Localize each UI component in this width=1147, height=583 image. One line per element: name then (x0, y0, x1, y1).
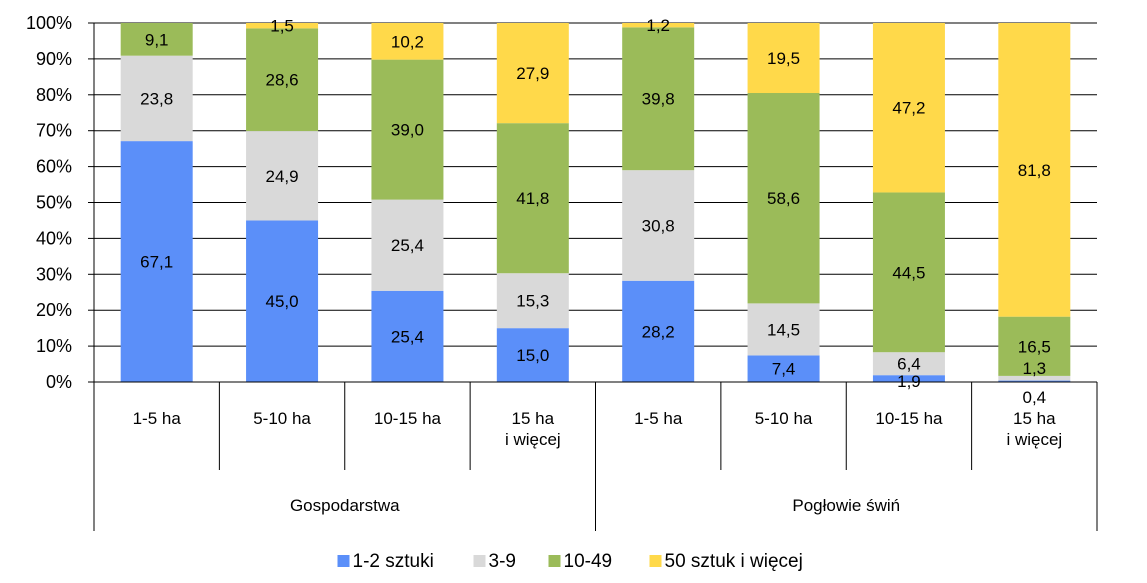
data-label: 14,5 (767, 320, 800, 339)
y-tick-label: 70% (36, 121, 72, 141)
legend-label: 3-9 (489, 551, 516, 572)
x-category-label: 10-15 ha (875, 409, 943, 428)
y-tick-label: 10% (36, 336, 72, 356)
x-group-label: Gospodarstwa (290, 496, 400, 515)
bar-segment (120, 55, 193, 142)
data-label: 1,3 (1022, 359, 1046, 378)
bar-segment (998, 316, 1071, 376)
bar-segment (371, 59, 444, 200)
data-label: 30,8 (642, 216, 675, 235)
bar-segment (496, 23, 569, 124)
data-label: 39,8 (642, 90, 675, 109)
x-category-label: i więcej (505, 430, 561, 449)
x-category-label: 15 ha (1013, 409, 1056, 428)
x-group-label: Pogłowie świń (792, 496, 900, 515)
data-label: 23,8 (140, 89, 173, 108)
data-label: 39,0 (391, 121, 424, 140)
data-label: 28,2 (642, 322, 675, 341)
x-category-label: 1-5 ha (133, 409, 182, 428)
bar-segment (371, 290, 444, 382)
x-category-label: 10-15 ha (374, 409, 442, 428)
data-label: 25,4 (391, 327, 424, 346)
bar-segment (496, 273, 569, 329)
bar-segment (496, 123, 569, 274)
legend-label: 50 sztuk i więcej (665, 551, 803, 572)
bar-segment (496, 328, 569, 382)
legend-swatch (548, 555, 561, 567)
bar-segment (747, 355, 820, 382)
bar-segment (872, 352, 945, 376)
y-tick-label: 80% (36, 85, 72, 105)
data-label: 7,4 (772, 360, 796, 379)
bar-segment (747, 23, 820, 94)
data-label: 15,3 (516, 292, 549, 311)
data-label: 10,2 (391, 32, 424, 51)
x-category-label: i więcej (1006, 430, 1062, 449)
data-label: 25,4 (391, 236, 424, 255)
legend-label: 10-49 (564, 551, 613, 572)
x-category-label: 5-10 ha (755, 409, 813, 428)
bar-segment (998, 375, 1071, 381)
bar-segment (371, 23, 444, 60)
data-label: 1,5 (270, 17, 294, 36)
bar-segment (872, 375, 945, 382)
bar-segment (120, 23, 193, 56)
data-label: 27,9 (516, 64, 549, 83)
bar-segment (622, 27, 695, 171)
y-tick-label: 20% (36, 300, 72, 320)
data-label: 58,6 (767, 189, 800, 208)
data-label: 81,8 (1018, 161, 1051, 180)
data-label: 67,1 (140, 253, 173, 272)
data-label: 44,5 (892, 263, 925, 282)
bar-segment (998, 380, 1071, 382)
data-label: 28,6 (266, 71, 299, 90)
bar-segment (622, 280, 695, 382)
data-label: 47,2 (892, 99, 925, 118)
bar-segment (622, 23, 695, 28)
y-tick-label: 100% (26, 13, 72, 33)
bar-segment (747, 303, 820, 356)
y-tick-label: 0% (46, 372, 72, 392)
bar-segment (120, 141, 193, 382)
data-label: 15,0 (516, 346, 549, 365)
legend-swatch (473, 555, 486, 567)
legend-swatch (337, 555, 350, 567)
legend-label: 1-2 sztuki (353, 551, 434, 572)
y-tick-label: 50% (36, 193, 72, 213)
data-label: 6,4 (897, 355, 921, 374)
legend-swatch (649, 555, 662, 567)
data-label: 41,8 (516, 189, 549, 208)
data-label: 45,0 (266, 292, 299, 311)
x-category-label: 15 ha (512, 409, 555, 428)
data-label: 0,4 (1022, 388, 1046, 407)
bar-segment (998, 23, 1071, 317)
bar-segment (872, 23, 945, 193)
y-tick-label: 40% (36, 228, 72, 248)
data-label: 24,9 (266, 167, 299, 186)
x-category-label: 1-5 ha (634, 409, 683, 428)
bar-segment (747, 93, 820, 304)
bar-segment (872, 192, 945, 353)
bar-segment (246, 23, 319, 29)
data-label: 19,5 (767, 49, 800, 68)
bar-segment (246, 28, 319, 132)
bar-segment (622, 170, 695, 281)
bar-segment (246, 220, 319, 382)
y-tick-label: 30% (36, 264, 72, 284)
x-category-label: 5-10 ha (253, 409, 311, 428)
data-label: 9,1 (145, 30, 169, 49)
y-tick-label: 60% (36, 157, 72, 177)
bar-segment (246, 131, 319, 221)
y-tick-label: 90% (36, 49, 72, 69)
data-label: 16,5 (1018, 337, 1051, 356)
data-label: 1,2 (646, 16, 670, 35)
bar-segment (371, 199, 444, 291)
